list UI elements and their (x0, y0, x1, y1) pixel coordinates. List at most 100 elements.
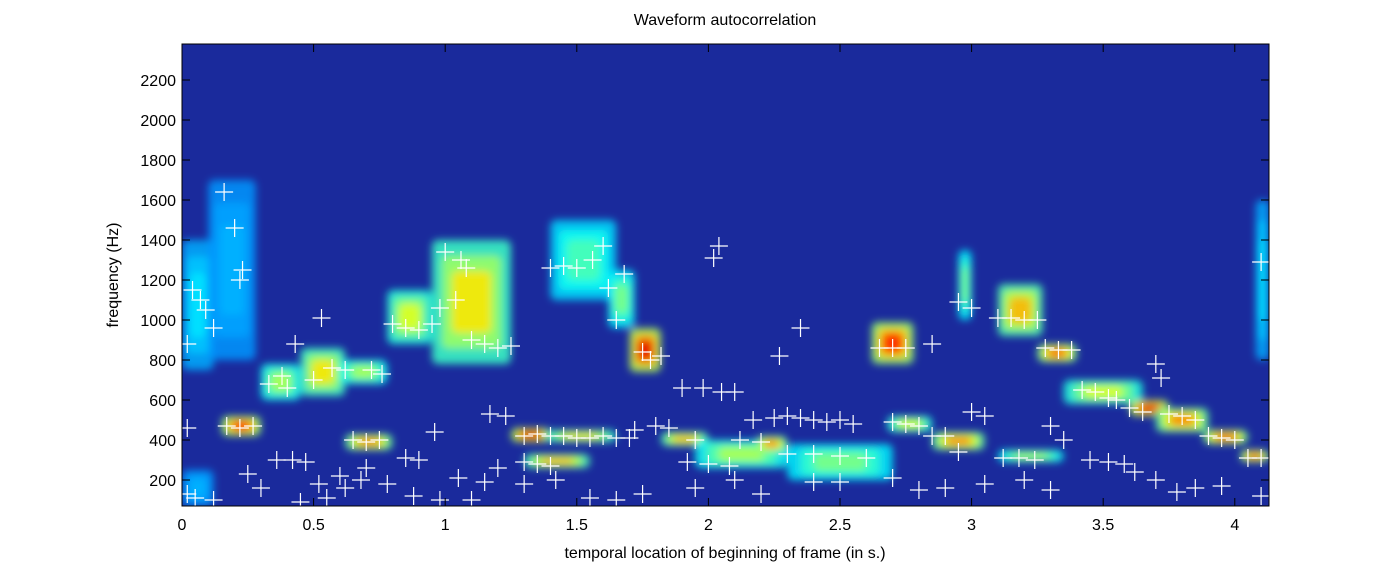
y-tick-label: 1800 (140, 153, 176, 170)
x-tick-label: 3.5 (1092, 517, 1114, 534)
peak-marker (1107, 391, 1126, 409)
peak-marker (791, 319, 810, 337)
peak-marker (336, 479, 355, 497)
peak-marker (462, 491, 481, 506)
peak-marker (817, 413, 836, 431)
heatmap-cell (540, 457, 574, 465)
peak-marker (646, 417, 665, 435)
peak-marker (1212, 429, 1231, 447)
peak-marker (994, 449, 1013, 467)
heatmap-cell (1139, 404, 1160, 412)
peak-marker (1054, 431, 1073, 449)
peak-marker (362, 361, 381, 379)
peak-marker (446, 291, 465, 309)
peak-marker (752, 433, 771, 451)
peak-marker (725, 471, 744, 489)
peak-marker (909, 481, 928, 499)
heatmap-cell (961, 267, 969, 303)
peak-marker (1252, 487, 1269, 505)
peak-marker (230, 271, 249, 289)
peak-marker (378, 475, 397, 493)
peak-marker (259, 375, 278, 393)
peak-marker (699, 455, 718, 473)
peak-marker (615, 265, 634, 283)
peak-marker (725, 383, 744, 401)
peak-marker (652, 347, 671, 365)
x-tick-label: 4 (1230, 517, 1239, 534)
peak-marker (1167, 483, 1186, 501)
peak-marker (191, 291, 210, 309)
peak-marker (309, 475, 328, 493)
peak-marker (425, 423, 444, 441)
peak-marker (1036, 339, 1055, 357)
peak-marker (709, 237, 728, 255)
heatmap-cell (351, 366, 376, 378)
peak-marker (273, 367, 292, 385)
peak-marker (396, 319, 415, 337)
peak-marker (1159, 405, 1178, 423)
peak-marker (1002, 309, 1021, 327)
peak-marker (541, 259, 560, 277)
peak-marker (765, 409, 784, 427)
peak-marker (357, 433, 376, 451)
peak-marker (286, 335, 305, 353)
peak-marker (496, 407, 515, 425)
peak-marker (238, 465, 257, 483)
peak-marker (1062, 341, 1081, 359)
peak-marker (694, 379, 713, 397)
peak-marker (1015, 471, 1034, 489)
peak-marker (225, 219, 244, 237)
peak-marker (883, 413, 902, 431)
peak-marker (607, 311, 626, 329)
peak-marker (373, 365, 392, 383)
peak-marker (594, 427, 613, 445)
x-tick-label: 0 (178, 517, 187, 534)
peak-marker (720, 457, 739, 475)
heatmap-cell (614, 284, 629, 314)
peak-marker (1173, 407, 1192, 425)
peak-marker (883, 469, 902, 487)
plot-area (182, 44, 1269, 506)
peak-marker (1133, 403, 1152, 421)
peak-marker (936, 479, 955, 497)
peak-marker (449, 469, 468, 487)
x-tick-label: 1 (441, 517, 450, 534)
peak-marker (351, 471, 370, 489)
peak-marker (480, 405, 499, 423)
peak-marker (686, 479, 705, 497)
x-tick-label: 2 (704, 517, 713, 534)
peak-marker (204, 319, 223, 337)
peak-marker (752, 485, 771, 503)
peak-marker (1252, 449, 1269, 467)
y-tick-label: 200 (149, 473, 176, 490)
peak-marker (1212, 477, 1231, 495)
heatmap-cell (311, 360, 334, 384)
peak-marker (686, 431, 705, 449)
heatmap-cell (1047, 348, 1067, 358)
heatmap-cell (1009, 297, 1032, 323)
peak-marker (528, 455, 547, 473)
y-tick-label: 1000 (140, 313, 176, 330)
peak-marker (317, 489, 336, 506)
peak-marker (475, 335, 494, 353)
peak-marker (744, 411, 763, 429)
peak-marker (975, 475, 994, 493)
peak-marker (1152, 369, 1171, 387)
peak-marker (599, 279, 618, 297)
peak-marker (244, 417, 263, 435)
y-tick-label: 400 (149, 433, 176, 450)
peak-marker (1125, 463, 1144, 481)
peak-marker (336, 361, 355, 379)
peak-marker (430, 299, 449, 317)
peak-marker (396, 449, 415, 467)
heatmap-cell (763, 440, 780, 448)
peak-marker (183, 281, 202, 299)
peak-marker (283, 451, 302, 469)
y-axis-label: frequency (Hz) (105, 223, 122, 328)
peak-marker (830, 473, 849, 491)
heatmap-cell (1214, 433, 1237, 441)
peak-marker (975, 407, 994, 425)
peak-marker (580, 489, 599, 506)
peak-marker (949, 443, 968, 461)
peak-marker (528, 425, 547, 443)
